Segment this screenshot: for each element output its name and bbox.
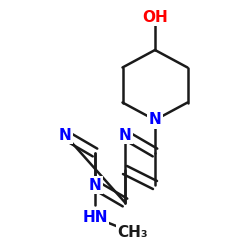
Text: N: N: [148, 112, 162, 128]
Text: N: N: [119, 128, 132, 142]
Text: OH: OH: [142, 10, 168, 25]
Text: N: N: [58, 128, 71, 142]
Text: CH₃: CH₃: [117, 225, 148, 240]
Text: N: N: [88, 178, 102, 192]
Text: HN: HN: [82, 210, 108, 225]
